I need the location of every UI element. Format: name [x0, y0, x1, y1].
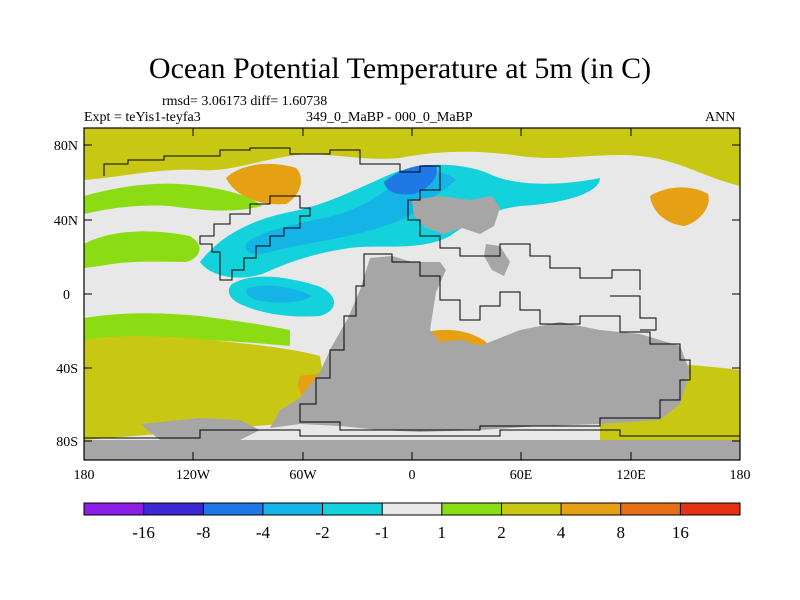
lat-label-0: 0 — [63, 288, 70, 303]
cool-region-north-pacific — [200, 164, 600, 278]
mild-warm-band-north — [84, 183, 262, 214]
colorbar-label: 4 — [557, 523, 566, 542]
cool-region-eq-pacific-core — [246, 285, 312, 303]
lon-label-60e: 60E — [510, 468, 533, 483]
colorbar-label: -2 — [315, 523, 329, 542]
colorbar-box — [382, 503, 442, 515]
warm-region-north-pacific — [226, 163, 301, 205]
colorbar-box — [561, 503, 621, 515]
colorbar-label: 8 — [616, 523, 625, 542]
plot-title: Ocean Potential Temperature at 5m (in C) — [148, 52, 652, 85]
map-field — [84, 128, 740, 460]
land-south-pacific — [140, 418, 260, 440]
colorbar-box — [441, 503, 502, 515]
mild-warm-band-pacific — [84, 231, 200, 268]
lat-label-40s: 40S — [56, 362, 78, 377]
lon-label-60w: 60W — [289, 468, 317, 483]
period-label: 349_0_MaBP - 000_0_MaBP — [306, 110, 473, 125]
colorbar-box — [620, 503, 681, 515]
warm-region-south — [84, 336, 330, 440]
lon-label-180e: 180 — [730, 468, 751, 483]
colorbar-label: -8 — [196, 523, 210, 542]
lat-label-80s: 80S — [56, 435, 78, 450]
coastline-laurentia — [199, 195, 311, 281]
colorbar-label: -1 — [375, 523, 389, 542]
coastline-outlines — [84, 147, 740, 439]
lon-label-0: 0 — [409, 468, 416, 483]
colorbar-box — [322, 503, 383, 515]
colorbar-label: 16 — [672, 523, 689, 542]
lon-ticks — [83, 128, 741, 460]
cool-region-strong — [384, 164, 437, 195]
colorbar-box — [262, 503, 323, 515]
coastline-east — [610, 295, 657, 331]
coastline-south — [84, 429, 740, 439]
season-label: ANN — [705, 110, 736, 125]
lon-label-180w: 180 — [74, 468, 95, 483]
land-gondwana — [270, 256, 690, 432]
colorbar-box — [680, 503, 740, 515]
lon-label-120e: 120E — [616, 468, 646, 483]
colorbar-box — [143, 503, 204, 515]
land-laurentia — [412, 196, 500, 234]
colorbar-box — [501, 503, 562, 515]
colorbar-label: -16 — [132, 523, 155, 542]
colorbar-box — [203, 503, 263, 515]
stats-text: rmsd= 3.06173 diff= 1.60738 — [162, 94, 328, 109]
lat-label-80n: 80N — [54, 139, 78, 154]
land-east — [484, 244, 510, 276]
warm-region-arctic — [84, 128, 740, 186]
lat-ticks — [84, 144, 740, 442]
coastline-gondwana — [299, 253, 691, 431]
lat-label-40n: 40N — [54, 214, 78, 229]
colorbar-label: 2 — [497, 523, 506, 542]
colorbar-label: -4 — [256, 523, 271, 542]
experiment-label: Expt = teYis1-teyfa3 — [84, 110, 201, 125]
colorbar-frame — [83, 502, 741, 516]
colorbar-dividers — [143, 503, 681, 515]
land-south-cap — [84, 440, 740, 460]
coastline-north — [103, 147, 641, 290]
colorbar: -16 -8 -4 -2 -1 1 2 4 8 16 — [83, 502, 741, 542]
warm-region-east-north — [650, 187, 709, 226]
colorbar-label: 1 — [438, 523, 447, 542]
lon-label-120w: 120W — [176, 468, 211, 483]
